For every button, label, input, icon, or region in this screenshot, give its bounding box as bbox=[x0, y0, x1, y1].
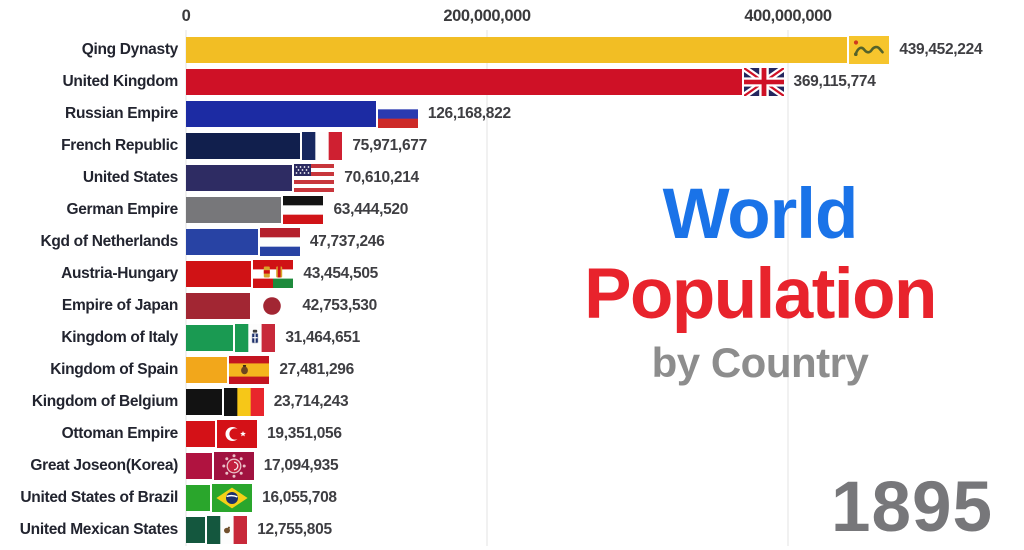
bar-row: Empire of Japan 42,753,530 bbox=[0, 292, 1024, 320]
population-value: 75,971,677 bbox=[352, 137, 427, 154]
bar-row: Austria-Hungary 43,454,505 bbox=[0, 260, 1024, 288]
netherlands-flag-icon bbox=[259, 228, 300, 256]
country-label: French Republic bbox=[61, 137, 178, 154]
population-value: 42,753,530 bbox=[302, 297, 377, 314]
population-bar bbox=[186, 325, 234, 351]
population-value: 19,351,056 bbox=[267, 425, 342, 442]
bar-row: Qing Dynasty 439,452,224 bbox=[0, 36, 1024, 64]
french-republic-flag-icon bbox=[302, 132, 343, 160]
bar-row: United Mexican States 12,755,805 bbox=[0, 516, 1024, 544]
country-label: Great Joseon(Korea) bbox=[30, 457, 178, 474]
kingdom-of-belgium-flag-icon bbox=[223, 388, 264, 416]
year-label: 1895 bbox=[831, 468, 993, 547]
bar-row: United States 70,610,214 bbox=[0, 164, 1024, 192]
x-axis-tick-label: 0 bbox=[181, 7, 191, 25]
bar-row: Russian Empire 126,168,822 bbox=[0, 100, 1024, 128]
country-label: Russian Empire bbox=[65, 105, 178, 122]
bar-row: German Empire 63,444,520 bbox=[0, 196, 1024, 224]
chart-title: World Population by Country bbox=[540, 178, 980, 388]
bar-row: Ottoman Empire 19,351,056 bbox=[0, 420, 1024, 448]
population-value: 27,481,296 bbox=[279, 361, 354, 378]
country-label: German Empire bbox=[66, 201, 178, 218]
population-bar bbox=[186, 69, 742, 95]
country-label: Austria-Hungary bbox=[61, 265, 178, 282]
population-value: 63,444,520 bbox=[333, 201, 409, 218]
population-value: 70,610,214 bbox=[344, 169, 419, 186]
united-states-flag-icon bbox=[294, 164, 335, 192]
population-bar bbox=[186, 37, 848, 63]
country-label: United States of Brazil bbox=[20, 489, 178, 506]
population-bar bbox=[186, 197, 282, 223]
bar-row: Kingdom of Belgium 23,714,243 bbox=[0, 388, 1024, 416]
mexico-flag-icon bbox=[207, 516, 248, 544]
population-value: 126,168,822 bbox=[427, 105, 511, 122]
ottoman-empire-flag-icon bbox=[217, 420, 258, 448]
bar-row: French Republic 75,971,677 bbox=[0, 132, 1024, 160]
population-bar bbox=[186, 357, 228, 383]
population-bar bbox=[186, 165, 293, 191]
country-label: Qing Dynasty bbox=[81, 41, 179, 58]
country-label: Ottoman Empire bbox=[61, 425, 179, 442]
brazil-flag-icon bbox=[212, 484, 253, 512]
population-bar bbox=[186, 229, 258, 255]
population-bar bbox=[186, 421, 216, 447]
country-label: Kingdom of Belgium bbox=[31, 393, 178, 410]
united-kingdom-flag-icon bbox=[743, 68, 784, 96]
population-bar bbox=[186, 517, 206, 543]
title-subtitle-by-country: by Country bbox=[651, 339, 869, 386]
population-bar bbox=[186, 133, 301, 159]
population-bar bbox=[186, 389, 222, 415]
bar-row: Kgd of Netherlands 47,737,246 bbox=[0, 228, 1024, 256]
empire-of-japan-flag-icon bbox=[252, 292, 293, 320]
bar-row: Great Joseon(Korea) 17,094,935 bbox=[0, 452, 1024, 480]
russian-empire-flag-icon bbox=[377, 100, 418, 128]
population-bar bbox=[186, 101, 376, 127]
austria-hungary-flag-icon bbox=[253, 260, 294, 288]
x-axis-tick-label: 200,000,000 bbox=[443, 7, 531, 25]
population-value: 17,094,935 bbox=[263, 457, 339, 474]
country-label: Empire of Japan bbox=[61, 297, 178, 314]
population-value: 31,464,651 bbox=[285, 329, 360, 346]
population-value: 47,737,246 bbox=[309, 233, 385, 250]
population-bar bbox=[186, 293, 251, 319]
country-label: Kgd of Netherlands bbox=[40, 233, 178, 250]
population-value: 439,452,224 bbox=[899, 41, 983, 58]
population-bar bbox=[186, 261, 252, 287]
title-word-world: World bbox=[662, 175, 859, 254]
population-value: 23,714,243 bbox=[273, 393, 349, 410]
bar-row: Kingdom of Italy 31,464,651 bbox=[0, 324, 1024, 352]
population-bar bbox=[186, 453, 212, 479]
bar-row: Kingdom of Spain 27,481,296 bbox=[0, 356, 1024, 384]
bar-row: United Kingdom 369,115,774 bbox=[0, 68, 1024, 96]
kingdom-of-spain-flag-icon bbox=[229, 356, 270, 384]
gridline bbox=[787, 30, 789, 546]
population-value: 369,115,774 bbox=[793, 73, 876, 90]
gridline bbox=[185, 30, 187, 546]
population-value: 43,454,505 bbox=[303, 265, 378, 282]
kingdom-of-italy-flag-icon bbox=[235, 324, 276, 352]
population-value: 16,055,708 bbox=[262, 489, 337, 506]
x-axis-tick-label: 400,000,000 bbox=[744, 7, 832, 25]
great-joseon-korea-flag-icon bbox=[213, 452, 254, 480]
country-label: United Mexican States bbox=[19, 521, 179, 538]
country-label: Kingdom of Spain bbox=[50, 361, 178, 378]
german-empire-flag-icon bbox=[283, 196, 324, 224]
country-label: United States bbox=[82, 169, 178, 186]
gridline bbox=[486, 30, 488, 546]
qing-dynasty-flag-icon bbox=[849, 36, 890, 64]
population-value: 12,755,805 bbox=[257, 521, 332, 538]
country-label: Kingdom of Italy bbox=[61, 329, 178, 346]
bar-row: United States of Brazil 16,055,708 bbox=[0, 484, 1024, 512]
population-bar bbox=[186, 485, 211, 511]
country-label: United Kingdom bbox=[62, 73, 179, 90]
title-word-population: Population bbox=[584, 255, 937, 334]
